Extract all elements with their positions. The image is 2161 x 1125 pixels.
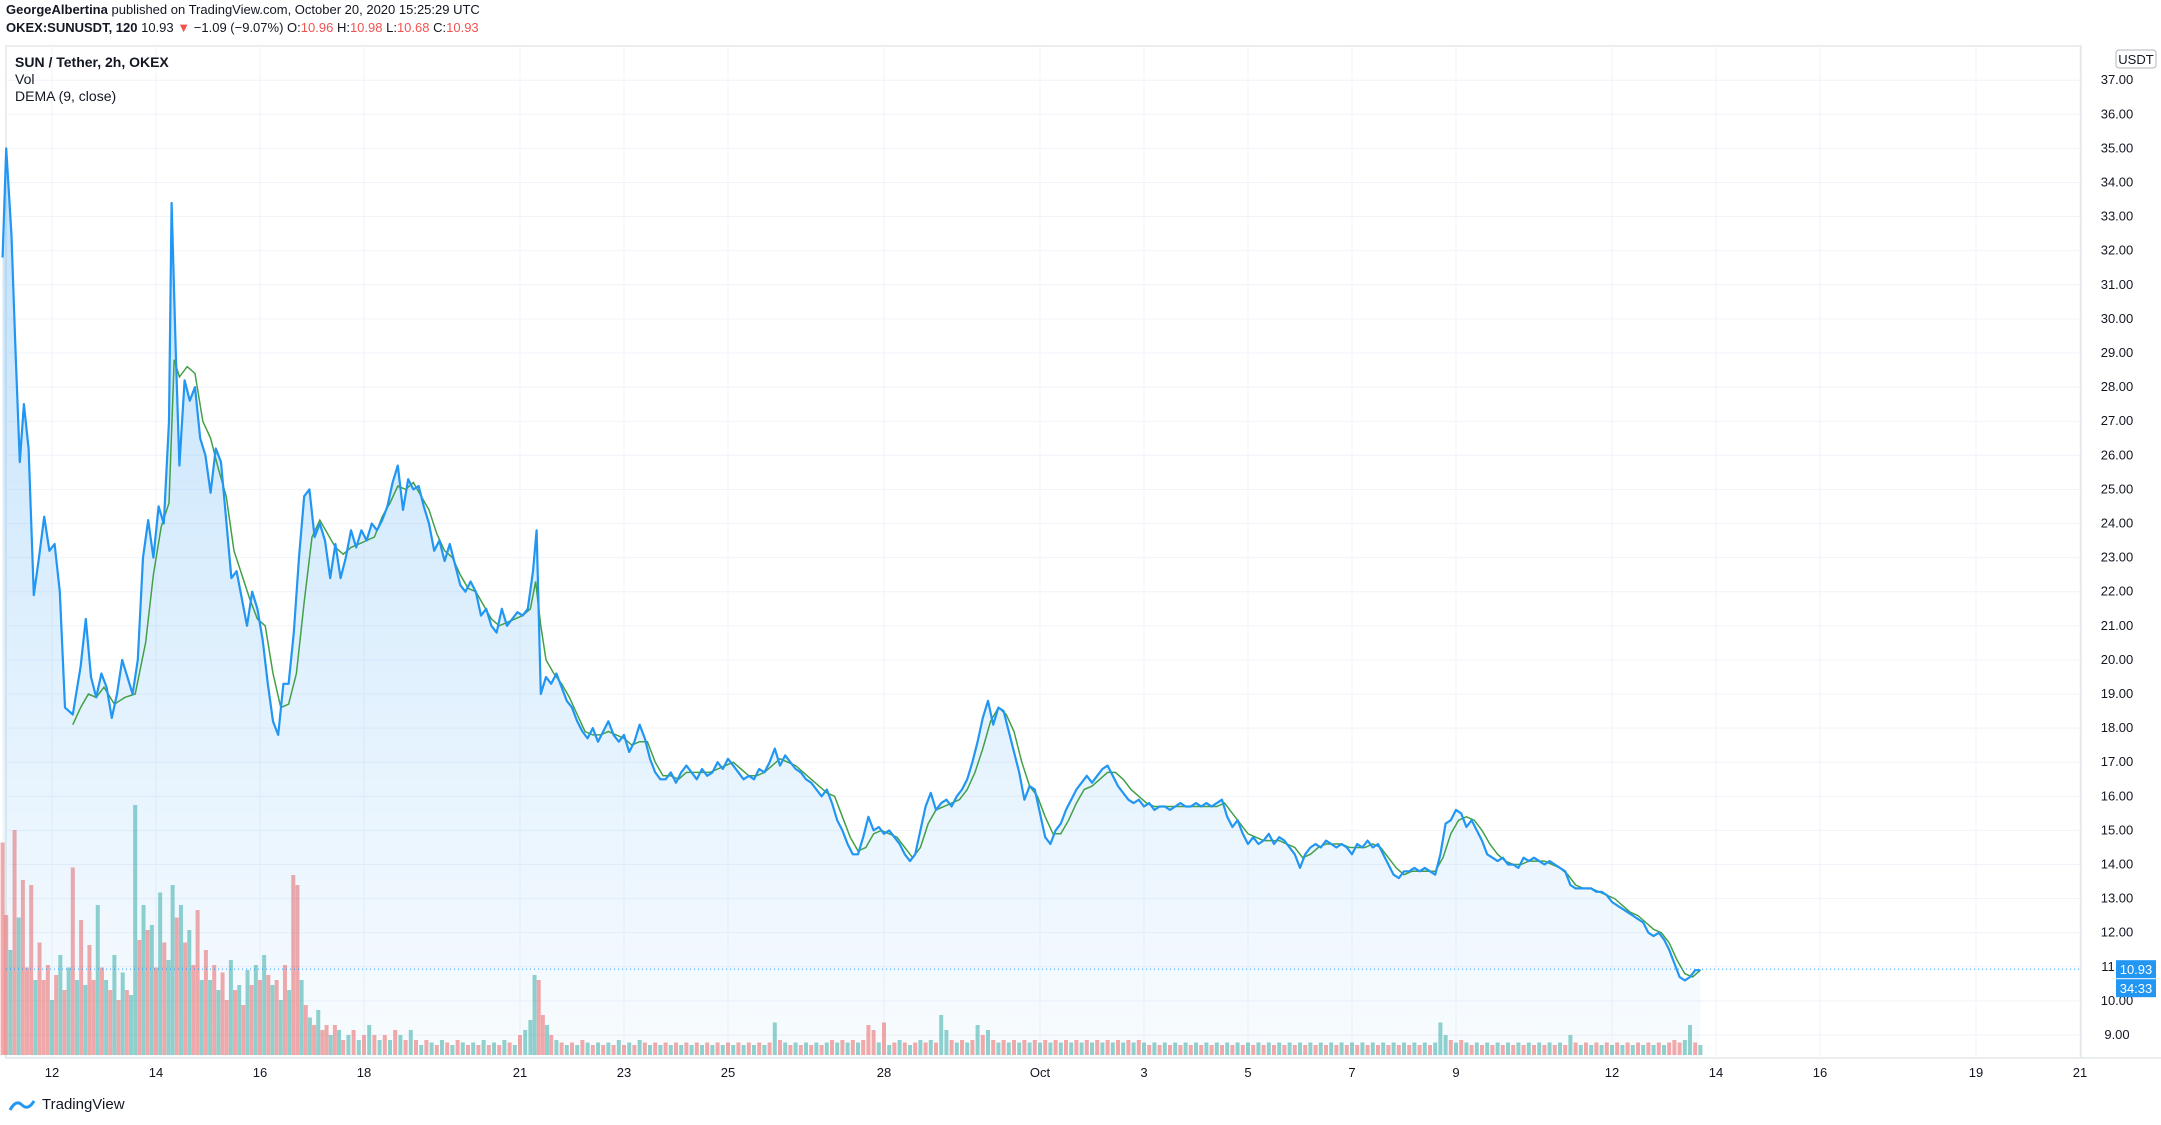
last-price-tag-label: 10.93 [2120, 962, 2153, 977]
y-tick-label: 31.00 [2101, 277, 2134, 292]
x-tick-label: 12 [1605, 1065, 1619, 1080]
y-tick-label: 36.00 [2101, 106, 2134, 121]
y-tick-label: 9.00 [2104, 1027, 2129, 1042]
price-axis[interactable]: 9.0010.0011.0012.0013.0014.0015.0016.001… [2101, 49, 2157, 1042]
y-tick-label: 25.00 [2101, 481, 2134, 496]
y-tick-label: 13.00 [2101, 891, 2134, 906]
y-tick-label: 21.00 [2101, 618, 2134, 633]
y-tick-label: 27.00 [2101, 413, 2134, 428]
x-tick-label: 28 [877, 1065, 891, 1080]
y-tick-label: 16.00 [2101, 788, 2134, 803]
price-change: −1.09 (−9.07%) [193, 20, 284, 35]
symbol-label[interactable]: OKEX:SUNUSDT, 120 [6, 20, 138, 35]
x-tick-label: 9 [1452, 1065, 1459, 1080]
tradingview-watermark[interactable]: TradingView [8, 1096, 125, 1113]
last-price-tag [2116, 960, 2156, 979]
x-tick-label: 14 [149, 1065, 163, 1080]
price-area [2, 148, 1701, 1058]
y-tick-label: 14.00 [2101, 857, 2134, 872]
price-tags: 10.93 34:33 [6, 960, 2156, 998]
y-tick-label: 24.00 [2101, 516, 2134, 531]
high-label: H: [336, 20, 350, 35]
y-tick-label: 17.00 [2101, 754, 2134, 769]
close-label: C: [433, 20, 447, 35]
countdown-tag-label: 34:33 [2120, 981, 2153, 996]
x-tick-label: 21 [2073, 1065, 2087, 1080]
y-tick-label: 37.00 [2101, 72, 2134, 87]
y-tick-label: 34.00 [2101, 175, 2134, 190]
low-label: L: [386, 20, 397, 35]
last-price: 10.93 [141, 20, 174, 35]
y-tick-label: 26.00 [2101, 447, 2134, 462]
x-tick-label: Oct [1030, 1065, 1051, 1080]
series-layer [1, 147, 1701, 1058]
x-tick-label: 23 [617, 1065, 631, 1080]
x-tick-label: 3 [1140, 1065, 1147, 1080]
y-tick-label: 29.00 [2101, 345, 2134, 360]
chart-legend-dema[interactable]: DEMA (9, close) [15, 88, 117, 104]
x-tick-label: 21 [513, 1065, 527, 1080]
symbol-line: OKEX:SUNUSDT, 120 10.93 ▼ −1.09 (−9.07%)… [6, 20, 479, 35]
y-tick-label: 32.00 [2101, 243, 2134, 258]
currency-label: USDT [2118, 52, 2153, 67]
close-value: 10.93 [446, 20, 479, 35]
y-tick-label: 15.00 [2101, 822, 2134, 837]
y-tick-label: 23.00 [2101, 550, 2134, 565]
down-arrow-icon: ▼ [177, 20, 191, 35]
x-tick-label: 18 [357, 1065, 371, 1080]
y-tick-label: 12.00 [2101, 925, 2134, 940]
y-tick-label: 35.00 [2101, 140, 2134, 155]
price-line [1, 147, 1701, 982]
y-tick-label: 30.00 [2101, 311, 2134, 326]
x-tick-label: 7 [1348, 1065, 1355, 1080]
chart-legend-vol[interactable]: Vol [15, 71, 35, 87]
author-name[interactable]: GeorgeAlbertina [6, 2, 108, 17]
tradingview-brand: TradingView [42, 1096, 125, 1113]
y-tick-label: 19.00 [2101, 686, 2134, 701]
open-value: 10.96 [300, 20, 334, 35]
currency-box[interactable] [2115, 49, 2157, 69]
y-tick-label: 28.00 [2101, 379, 2134, 394]
x-tick-label: 14 [1709, 1065, 1723, 1080]
tradingview-logo-icon [8, 1099, 36, 1111]
open-label: O: [287, 20, 301, 35]
x-tick-label: 19 [1969, 1065, 1983, 1080]
y-tick-label: 20.00 [2101, 652, 2134, 667]
x-tick-label: 16 [1813, 1065, 1827, 1080]
published-text: published on TradingView.com, October 20… [111, 2, 480, 17]
chart-legend-title[interactable]: SUN / Tether, 2h, OKEX [15, 54, 169, 70]
y-tick-label: 22.00 [2101, 584, 2134, 599]
low-value: 10.68 [396, 20, 430, 35]
y-tick-label: 33.00 [2101, 209, 2134, 224]
countdown-tag [2116, 979, 2156, 998]
x-tick-label: 25 [721, 1065, 735, 1080]
x-tick-label: 12 [45, 1065, 59, 1080]
x-tick-label: 16 [253, 1065, 267, 1080]
y-tick-label: 18.00 [2101, 720, 2134, 735]
publish-line: GeorgeAlbertina published on TradingView… [6, 2, 480, 17]
time-axis[interactable]: 12 14 16 18 21 23 25 28 Oct 3 5 7 9 12 14 16 19 21 [45, 1065, 2087, 1080]
high-value: 10.98 [349, 20, 383, 35]
x-tick-label: 5 [1244, 1065, 1251, 1080]
